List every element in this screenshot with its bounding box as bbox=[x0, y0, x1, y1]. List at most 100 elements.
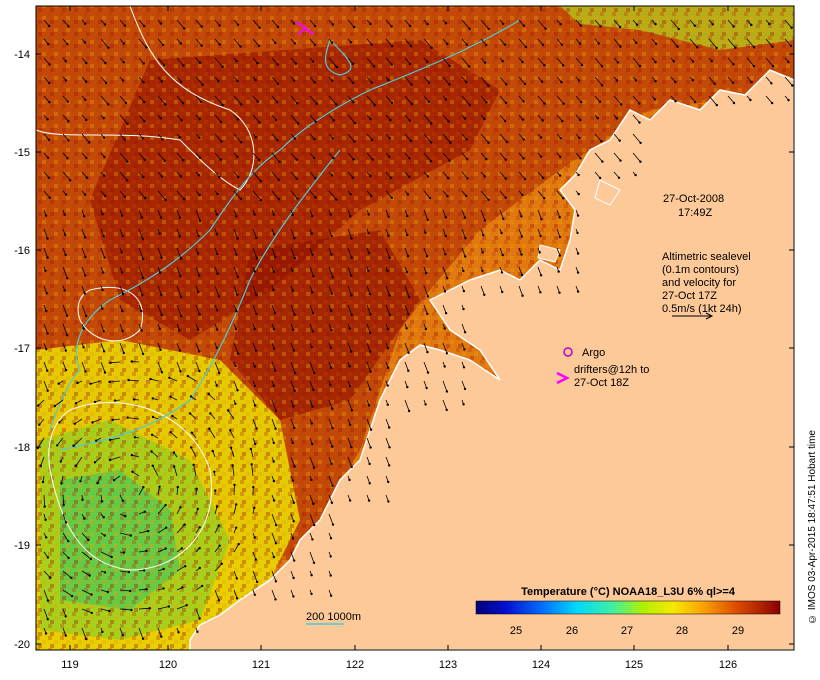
velocity-arrow-head bbox=[102, 174, 106, 177]
velocity-arrow bbox=[784, 19, 792, 28]
velocity-arrow bbox=[746, 38, 755, 48]
velocity-arrow bbox=[347, 152, 354, 160]
velocity-arrow bbox=[75, 456, 83, 467]
velocity-arrow-head bbox=[198, 219, 202, 222]
velocity-arrow-head bbox=[182, 64, 185, 67]
velocity-arrow-head bbox=[126, 416, 129, 419]
velocity-arrow-head bbox=[236, 352, 240, 355]
drifter-icon bbox=[556, 371, 570, 385]
velocity-arrow bbox=[328, 494, 333, 503]
velocity-arrow-head bbox=[293, 137, 297, 140]
velocity-arrow bbox=[252, 570, 258, 583]
velocity-arrow-head bbox=[468, 103, 471, 107]
contour-line bbox=[35, 5, 255, 191]
velocity-arrow bbox=[518, 19, 525, 26]
velocity-arrow bbox=[138, 266, 144, 279]
velocity-arrow-head bbox=[330, 329, 333, 332]
velocity-arrow-head bbox=[638, 64, 642, 68]
velocity-arrow-head bbox=[616, 61, 619, 64]
velocity-arrow-head bbox=[466, 177, 469, 180]
velocity-arrow-head bbox=[101, 307, 104, 310]
velocity-arrow-head bbox=[186, 374, 190, 378]
velocity-arrow bbox=[366, 285, 371, 295]
velocity-arrow-head bbox=[350, 350, 353, 353]
velocity-arrow-head bbox=[70, 594, 74, 598]
velocity-arrow bbox=[366, 323, 371, 334]
velocity-arrow-head bbox=[235, 59, 238, 63]
velocity-arrow-head bbox=[113, 399, 117, 402]
velocity-arrow bbox=[110, 437, 121, 441]
velocity-arrow bbox=[423, 76, 430, 84]
velocity-arrow-head bbox=[310, 478, 313, 482]
velocity-arrow-head bbox=[53, 404, 57, 408]
velocity-arrow-head bbox=[444, 22, 448, 25]
velocity-arrow-head bbox=[481, 251, 484, 254]
velocity-arrow bbox=[110, 361, 121, 364]
velocity-arrow-head bbox=[274, 255, 277, 259]
velocity-arrow bbox=[404, 76, 412, 85]
velocity-arrow bbox=[138, 190, 146, 199]
velocity-arrow bbox=[328, 95, 337, 105]
velocity-arrow bbox=[157, 57, 165, 66]
velocity-arrow-head bbox=[369, 350, 372, 353]
velocity-arrow-head bbox=[231, 464, 234, 467]
velocity-arrow bbox=[252, 38, 260, 47]
velocity-arrow bbox=[442, 228, 447, 237]
velocity-arrow-head bbox=[407, 313, 410, 316]
velocity-arrow bbox=[689, 38, 698, 48]
velocity-arrow bbox=[119, 589, 131, 592]
velocity-arrow-head bbox=[295, 177, 298, 180]
velocity-arrow-head bbox=[145, 588, 148, 591]
velocity-arrow bbox=[442, 171, 449, 179]
velocity-arrow bbox=[309, 551, 315, 563]
velocity-arrow-head bbox=[103, 155, 106, 159]
velocity-arrow bbox=[765, 57, 774, 67]
contour-1000m bbox=[49, 19, 521, 431]
velocity-arrow-head bbox=[59, 460, 62, 463]
velocity-arrow-head bbox=[159, 216, 163, 219]
velocity-arrow-head bbox=[63, 233, 67, 236]
velocity-arrow-head bbox=[121, 329, 124, 333]
velocity-arrow bbox=[499, 152, 507, 160]
velocity-arrow-head bbox=[429, 159, 433, 163]
velocity-arrow-head bbox=[254, 136, 257, 139]
velocity-arrow-head bbox=[183, 27, 186, 30]
velocity-arrow-head bbox=[103, 256, 106, 259]
velocity-arrow-head bbox=[521, 193, 524, 197]
velocity-arrow-head bbox=[691, 79, 694, 82]
velocity-arrow bbox=[366, 456, 370, 465]
velocity-arrow-head bbox=[390, 101, 394, 105]
velocity-arrow bbox=[385, 171, 392, 179]
velocity-arrow bbox=[81, 266, 86, 276]
velocity-arrow-head bbox=[388, 446, 391, 449]
velocity-arrow bbox=[138, 152, 146, 161]
velocity-arrow bbox=[461, 38, 468, 45]
velocity-arrow bbox=[404, 399, 410, 412]
velocity-arrow-head bbox=[47, 176, 51, 179]
velocity-arrow-head bbox=[145, 46, 148, 49]
velocity-arrow bbox=[537, 209, 542, 220]
velocity-arrow-head bbox=[256, 62, 259, 65]
velocity-arrow-head bbox=[102, 516, 105, 519]
velocity-arrow bbox=[230, 447, 235, 458]
velocity-arrow bbox=[290, 361, 296, 374]
velocity-arrow bbox=[214, 361, 220, 374]
velocity-arrow bbox=[727, 76, 734, 83]
velocity-arrow bbox=[62, 19, 69, 27]
velocity-arrow-head bbox=[369, 428, 373, 431]
velocity-arrow-head bbox=[218, 24, 221, 27]
velocity-arrow bbox=[157, 247, 162, 258]
velocity-arrow-head bbox=[314, 24, 317, 28]
velocity-arrow-head bbox=[198, 193, 201, 197]
velocity-arrow bbox=[613, 19, 621, 28]
velocity-arrow-head bbox=[310, 592, 313, 596]
velocity-arrow-head bbox=[180, 547, 183, 550]
velocity-arrow bbox=[385, 190, 393, 199]
velocity-arrow-head bbox=[463, 348, 466, 351]
velocity-arrow-head bbox=[103, 534, 106, 537]
velocity-arrow bbox=[423, 361, 429, 373]
velocity-arrow bbox=[150, 378, 159, 382]
velocity-arrow-head bbox=[313, 137, 316, 141]
velocity-arrow-head bbox=[83, 193, 87, 196]
velocity-arrow-head bbox=[196, 328, 200, 331]
